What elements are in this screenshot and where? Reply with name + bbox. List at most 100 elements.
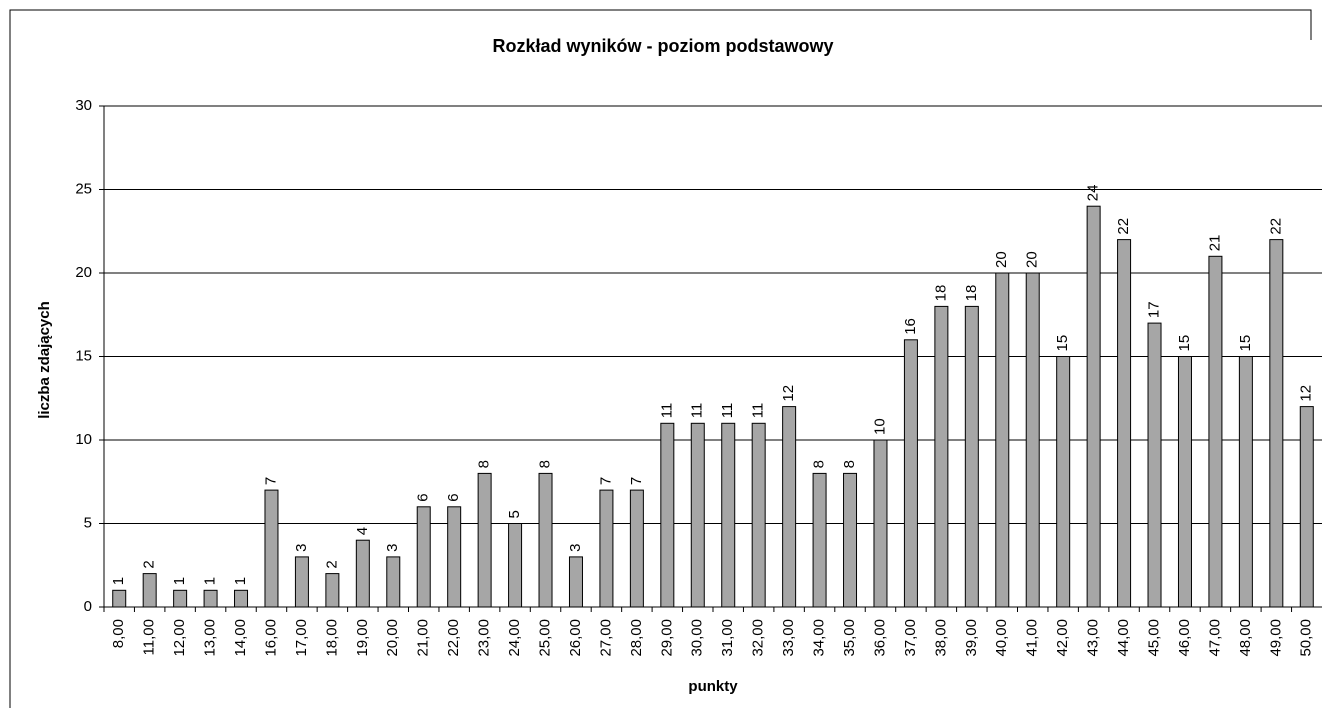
bar bbox=[1269, 239, 1284, 608]
x-tick-label: 39,00 bbox=[963, 619, 980, 657]
bar bbox=[1117, 239, 1132, 608]
bar bbox=[934, 305, 949, 608]
data-label: 15 bbox=[1054, 335, 1071, 352]
x-tick-label: 17,00 bbox=[293, 619, 310, 657]
bar bbox=[660, 422, 675, 608]
x-tick-label: 34,00 bbox=[811, 619, 828, 657]
x-tick-label: 45,00 bbox=[1145, 619, 1162, 657]
data-label: 11 bbox=[658, 403, 675, 419]
bar bbox=[1086, 205, 1101, 608]
data-label: 15 bbox=[1237, 335, 1254, 352]
data-label: 11 bbox=[750, 403, 767, 419]
data-label: 11 bbox=[689, 403, 706, 419]
bar bbox=[1056, 356, 1071, 608]
x-tick-label: 8,00 bbox=[110, 619, 127, 648]
bar bbox=[325, 573, 340, 608]
data-label: 7 bbox=[628, 477, 645, 485]
bar bbox=[1299, 406, 1314, 608]
bar bbox=[873, 439, 888, 608]
x-tick-label: 35,00 bbox=[841, 619, 858, 657]
data-label: 20 bbox=[993, 251, 1010, 268]
data-label: 1 bbox=[110, 577, 127, 585]
x-tick-label: 33,00 bbox=[780, 619, 797, 657]
bar bbox=[599, 489, 614, 608]
y-tick-label: 0 bbox=[84, 598, 92, 615]
data-label: 3 bbox=[293, 544, 310, 552]
bar bbox=[112, 589, 127, 608]
bar bbox=[294, 556, 309, 608]
x-tick-label: 27,00 bbox=[597, 619, 614, 657]
x-tick-label: 14,00 bbox=[232, 619, 249, 657]
bar bbox=[995, 272, 1010, 608]
data-label: 10 bbox=[871, 418, 888, 435]
x-tick-label: 49,00 bbox=[1267, 619, 1284, 657]
x-tick-label: 16,00 bbox=[262, 619, 279, 657]
bar bbox=[173, 589, 188, 608]
data-label: 16 bbox=[902, 318, 919, 335]
chart-frame bbox=[9, 9, 1312, 708]
data-label: 18 bbox=[963, 285, 980, 302]
chart-title: Rozkład wyników - poziom podstawowy bbox=[492, 36, 833, 56]
bar bbox=[690, 422, 705, 608]
x-tick-label: 11,00 bbox=[141, 619, 158, 655]
x-tick-label: 47,00 bbox=[1206, 619, 1223, 657]
data-label: 3 bbox=[384, 544, 401, 552]
bar bbox=[386, 556, 401, 608]
bar bbox=[203, 589, 218, 608]
y-tick-label: 30 bbox=[75, 97, 92, 114]
bar bbox=[538, 472, 553, 608]
data-label: 20 bbox=[1024, 251, 1041, 268]
data-label: 8 bbox=[476, 460, 493, 468]
data-label: 6 bbox=[415, 493, 432, 501]
data-label: 6 bbox=[445, 493, 462, 501]
x-tick-label: 50,00 bbox=[1298, 619, 1315, 657]
data-label: 17 bbox=[1145, 301, 1162, 318]
x-tick-label: 28,00 bbox=[628, 619, 645, 657]
data-label: 12 bbox=[1298, 385, 1315, 402]
data-label: 21 bbox=[1206, 235, 1223, 252]
x-tick-label: 29,00 bbox=[658, 619, 675, 657]
x-tick-label: 13,00 bbox=[202, 619, 219, 657]
data-label: 12 bbox=[780, 385, 797, 402]
x-tick-label: 42,00 bbox=[1054, 619, 1071, 657]
y-tick-label: 5 bbox=[84, 514, 92, 531]
data-label: 2 bbox=[141, 560, 158, 568]
x-tick-label: 20,00 bbox=[384, 619, 401, 657]
data-label: 5 bbox=[506, 510, 523, 518]
x-tick-label: 32,00 bbox=[750, 619, 767, 657]
x-tick-label: 25,00 bbox=[536, 619, 553, 657]
y-tick-label: 25 bbox=[75, 180, 92, 197]
data-label: 2 bbox=[323, 560, 340, 568]
bar bbox=[629, 489, 644, 608]
data-label: 22 bbox=[1115, 218, 1132, 235]
bar bbox=[1208, 255, 1223, 608]
bar bbox=[477, 472, 492, 608]
data-label: 4 bbox=[354, 527, 371, 535]
y-tick-label: 15 bbox=[75, 347, 92, 364]
x-tick-label: 37,00 bbox=[902, 619, 919, 657]
x-tick-label: 40,00 bbox=[993, 619, 1010, 657]
x-tick-label: 26,00 bbox=[567, 619, 584, 657]
bar bbox=[843, 472, 858, 608]
data-label: 7 bbox=[597, 477, 614, 485]
x-tick-label: 21,00 bbox=[415, 619, 432, 657]
bar bbox=[568, 556, 583, 608]
x-tick-label: 44,00 bbox=[1115, 619, 1132, 657]
x-tick-label: 23,00 bbox=[476, 619, 493, 657]
bar bbox=[721, 422, 736, 608]
y-tick-label: 10 bbox=[75, 431, 92, 448]
bar bbox=[1238, 356, 1253, 608]
x-tick-label: 48,00 bbox=[1237, 619, 1254, 657]
bar bbox=[264, 489, 279, 608]
x-tick-label: 12,00 bbox=[171, 619, 188, 657]
x-tick-label: 22,00 bbox=[445, 619, 462, 657]
y-tick-label: 20 bbox=[75, 264, 92, 281]
bar bbox=[416, 506, 431, 608]
x-tick-label: 41,00 bbox=[1024, 619, 1041, 657]
data-label: 1 bbox=[232, 577, 249, 585]
bar bbox=[142, 573, 157, 608]
data-label: 18 bbox=[932, 285, 949, 302]
x-tick-label: 18,00 bbox=[323, 619, 340, 657]
bar bbox=[447, 506, 462, 608]
